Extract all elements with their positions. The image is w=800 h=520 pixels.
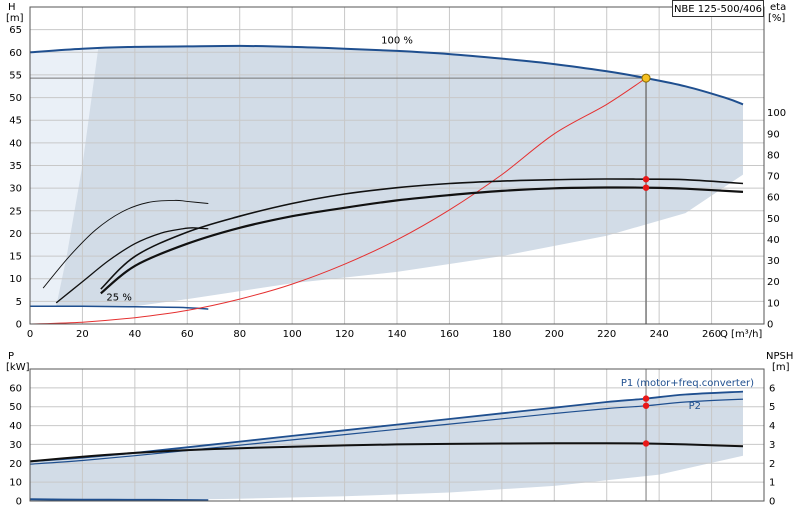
x-tick-label: 0 (27, 329, 33, 340)
bottom-plot-frame (29, 368, 765, 502)
x-tick-label: 20 (76, 329, 89, 340)
x-tick-label: 260 (702, 329, 721, 340)
speed-label-100: 100 % (381, 36, 413, 47)
top-left-tick-label: 10 (9, 274, 22, 285)
top-left-tick-label: 55 (9, 70, 22, 81)
bottom-left-tick-label: 10 (9, 478, 22, 489)
top-right-tick-label: 40 (767, 235, 780, 246)
top-left-tick-label: 50 (9, 93, 22, 104)
top-left-tick-label: 15 (9, 252, 22, 263)
efficiency-curve-low-speed-b (55, 227, 209, 304)
bottom-right-tick-label: 4 (769, 421, 775, 432)
bottom-left-tick-label: 50 (9, 402, 22, 413)
top-left-tick-label: 60 (9, 48, 22, 59)
system-curve (29, 77, 647, 325)
duty-marker-eta-lower (642, 184, 650, 191)
top-left-tick-label: 40 (9, 138, 22, 149)
x-tick-label: 180 (492, 329, 511, 340)
top-left-tick-label: 30 (9, 184, 22, 195)
npsh-curve (29, 442, 744, 463)
top-operating-region (30, 45, 743, 307)
x-tick-label: 240 (650, 329, 669, 340)
top-low-flow-region (30, 48, 99, 307)
bottom-right-tick-label: 2 (769, 459, 775, 470)
duty-marker-eta-upper (642, 176, 650, 183)
x-tick-label: 160 (440, 329, 459, 340)
speed-label-25: 25 % (106, 292, 131, 303)
duty-marker-p1 (642, 395, 650, 402)
top-right-tick-label: 10 (767, 298, 780, 309)
bottom-left-tick-label: 60 (9, 383, 22, 394)
top-right-tick-label: 20 (767, 277, 780, 288)
y-axis-unit-p: [kW] (6, 362, 30, 373)
bottom-left-tick-label: 30 (9, 440, 22, 451)
top-right-tick-label: 100 (767, 108, 786, 119)
efficiency-curve-low-speed-a (42, 199, 209, 289)
top-right-tick-label: 70 (767, 172, 780, 183)
bottom-left-tick-label: 40 (9, 421, 22, 432)
head-curve-100 (29, 44, 744, 106)
series-label-p1: P1 (motor+freq.converter) (621, 378, 754, 389)
bottom-left-tick-label: 20 (9, 459, 22, 470)
x-tick-label: 100 (283, 329, 302, 340)
y-axis-unit-h: [m] (6, 13, 24, 24)
top-left-tick-label: 0 (16, 320, 22, 331)
y-axis-title-eta: eta (770, 2, 786, 13)
x-tick-label: 80 (233, 329, 246, 340)
efficiency-curve-lower (100, 186, 744, 295)
duty-marker-npsh (642, 440, 650, 447)
head-curve-25 (30, 305, 209, 310)
chart-title: NBE 125-500/406 (672, 0, 764, 17)
bottom-right-tick-label: 3 (769, 440, 775, 451)
top-left-tick-label: 65 (9, 25, 22, 36)
x-tick-label: 120 (335, 329, 354, 340)
top-right-tick-label: 90 (767, 129, 780, 140)
y-axis-unit-npsh: [m] (772, 362, 790, 373)
top-right-tick-label: 30 (767, 256, 780, 267)
x-tick-label: 220 (597, 329, 616, 340)
power-p2-curve (29, 398, 744, 465)
top-right-tick-label: 60 (767, 193, 780, 204)
top-left-tick-label: 45 (9, 116, 22, 127)
series-layer (29, 44, 744, 502)
bottom-left-tick-label: 0 (16, 497, 22, 508)
top-plot-frame (29, 6, 765, 325)
top-left-tick-label: 5 (16, 297, 22, 308)
top-left-tick-label: 25 (9, 206, 22, 217)
x-axis-title-q: Q [m³/h] (720, 329, 762, 340)
x-tick-label: 60 (181, 329, 194, 340)
bottom-right-tick-label: 0 (769, 497, 775, 508)
axes-layer (29, 6, 765, 502)
top-right-tick-label: 50 (767, 214, 780, 225)
bottom-right-tick-label: 5 (769, 402, 775, 413)
x-tick-label: 140 (387, 329, 406, 340)
text-layer: 0 20 40 60 80 100 120 140 160 180 200 220 240 2600510… (6, 2, 793, 508)
y-axis-title-npsh: NPSH (766, 351, 793, 362)
y-axis-unit-eta: [%] (768, 13, 785, 24)
bottom-right-tick-label: 6 (769, 383, 775, 394)
top-left-tick-label: 20 (9, 229, 22, 240)
efficiency-curve-upper (100, 178, 744, 290)
bottom-operating-region (30, 391, 743, 501)
duty-marker-p2 (642, 402, 650, 409)
duty-point-marker (641, 73, 651, 83)
x-tick-label: 40 (128, 329, 141, 340)
y-axis-title-p: P (8, 351, 14, 362)
top-right-tick-label: 0 (767, 320, 773, 331)
x-tick-label: 200 (545, 329, 564, 340)
bottom-right-tick-label: 1 (769, 478, 775, 489)
top-left-tick-label: 35 (9, 161, 22, 172)
power-curve-low-speed (29, 498, 209, 502)
top-right-tick-label: 80 (767, 150, 780, 161)
y-axis-title-h: H (8, 2, 16, 13)
series-label-p2: P2 (689, 401, 701, 412)
